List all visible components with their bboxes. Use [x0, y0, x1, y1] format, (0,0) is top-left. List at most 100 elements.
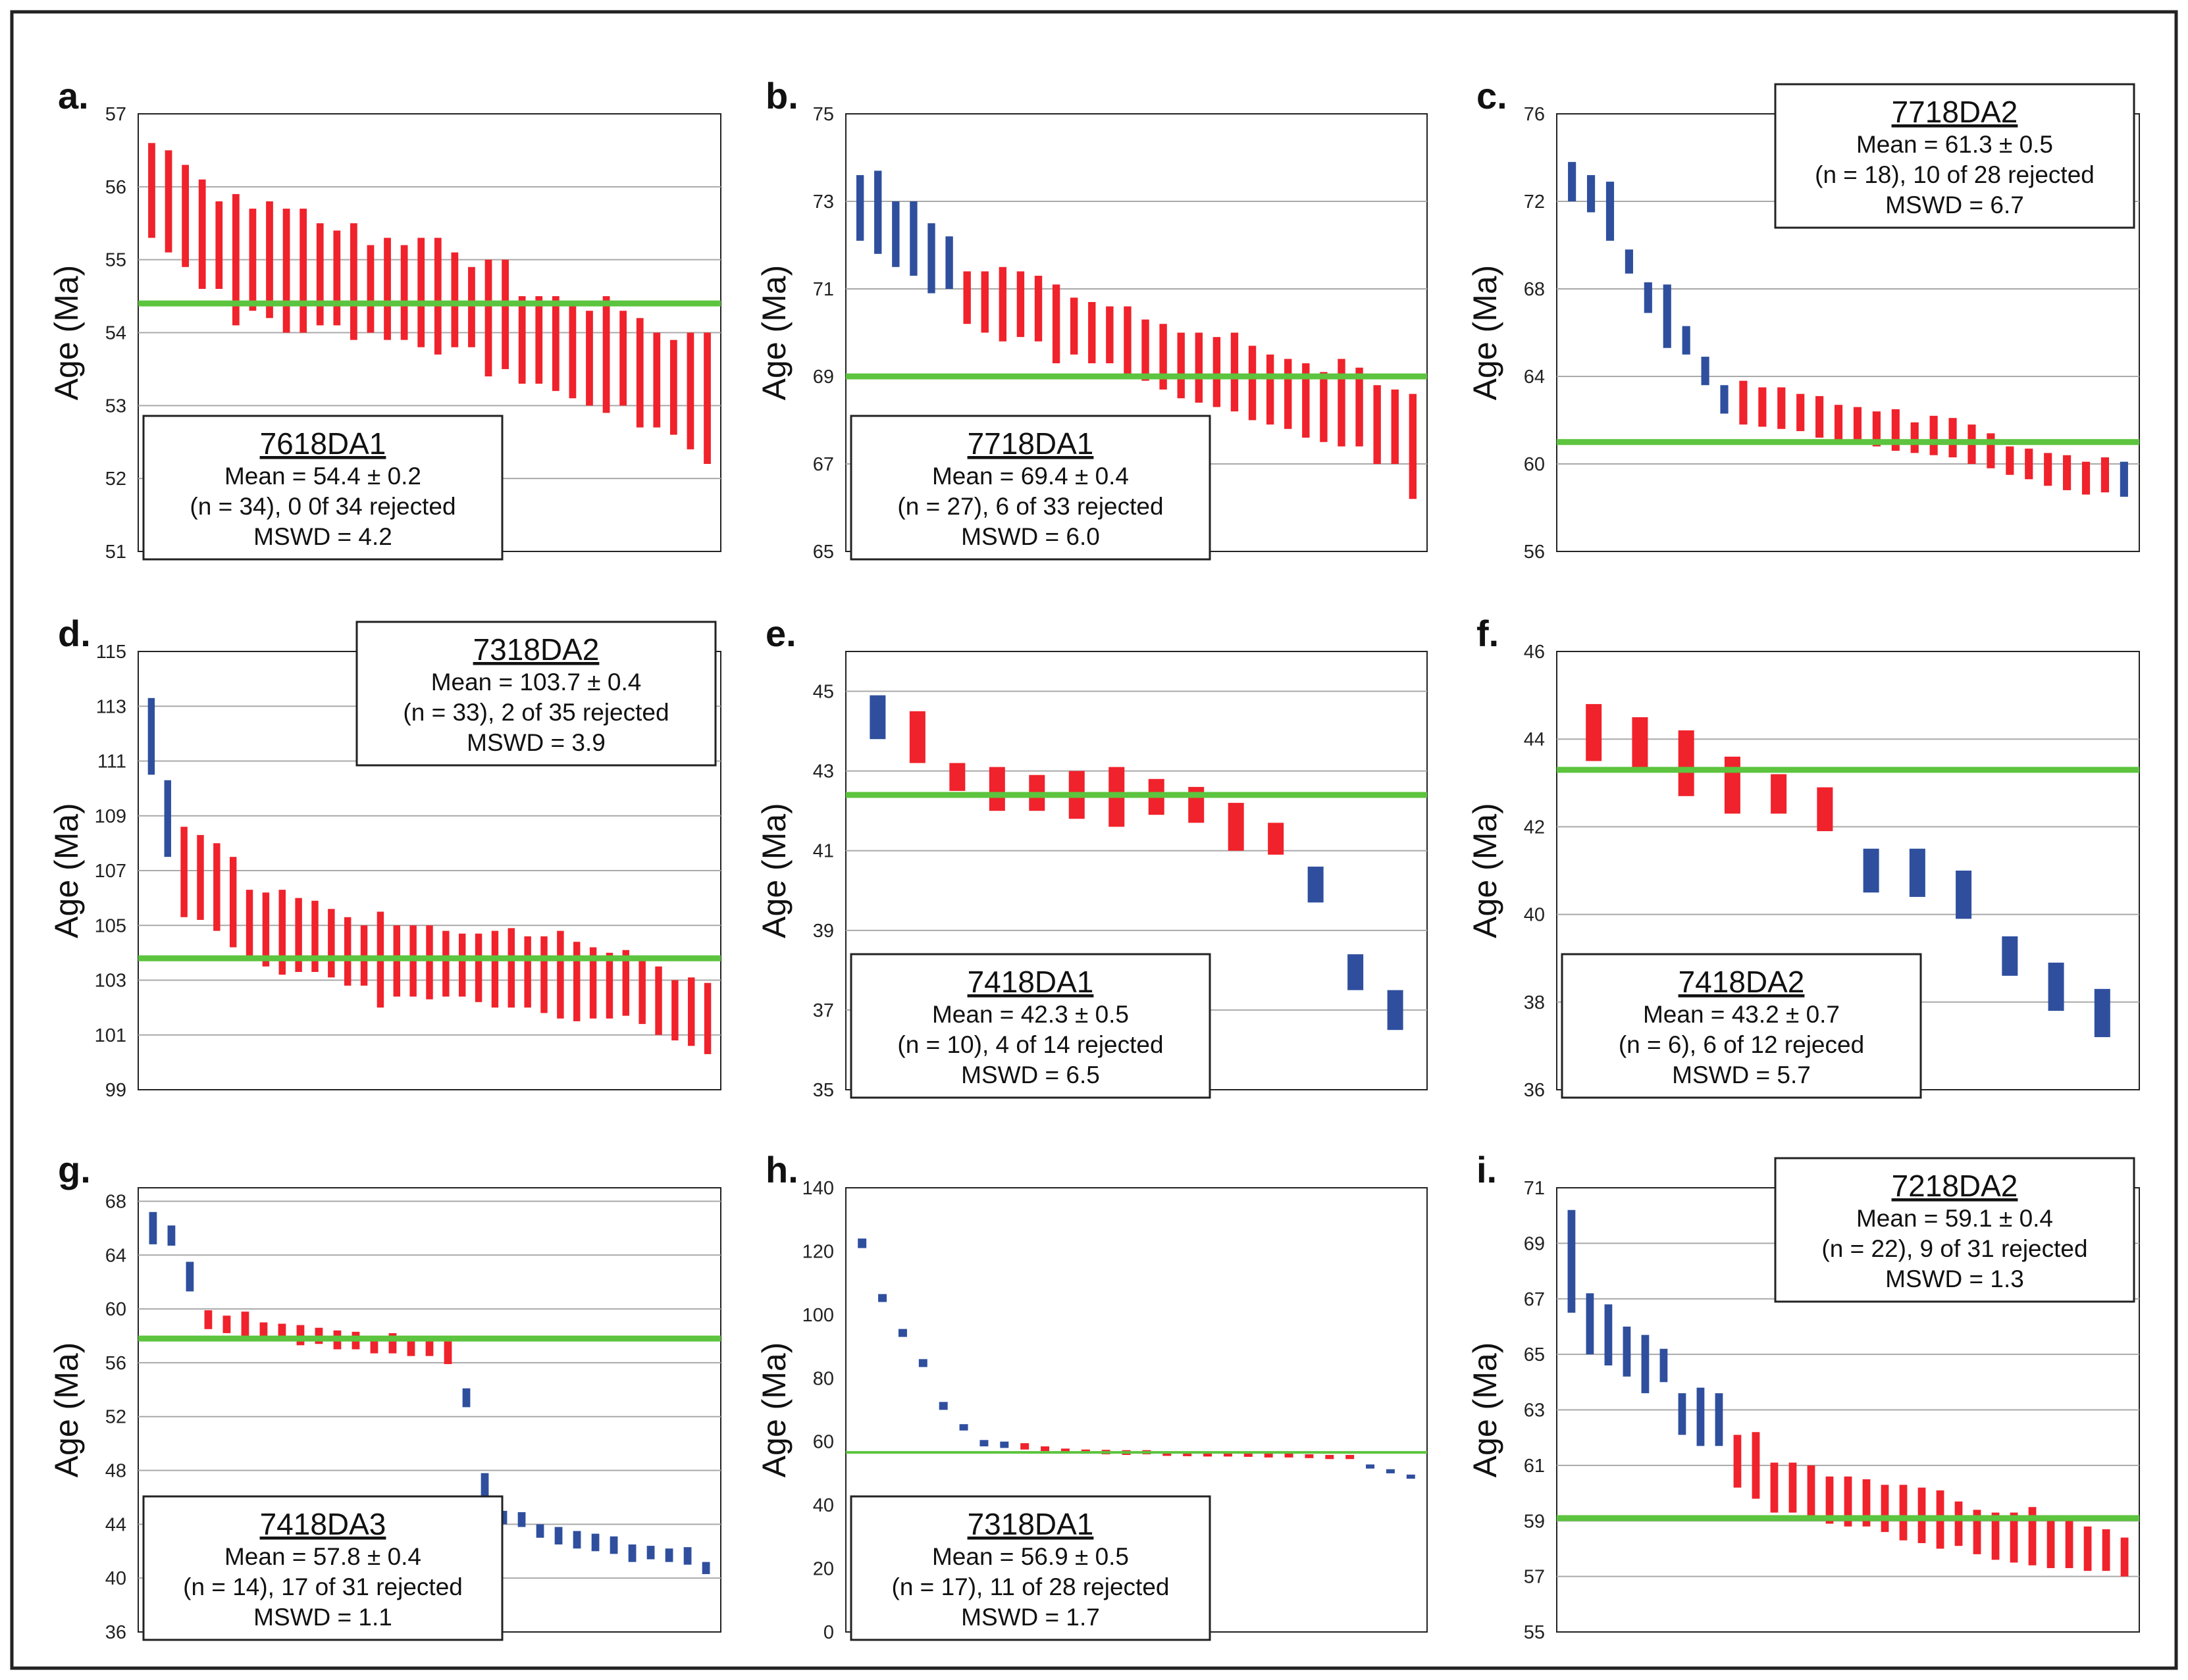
- included-age-bar: [295, 898, 302, 973]
- y-tick-label: 140: [802, 1178, 834, 1199]
- y-tick-label: 64: [105, 1245, 126, 1266]
- rejected-age-bar: [910, 201, 918, 276]
- mswd-text: MSWD = 4.2: [253, 523, 392, 550]
- rejected-age-bar: [646, 1546, 655, 1560]
- included-age-bar: [1041, 1446, 1050, 1452]
- mean-age-text: Mean = 43.2 ± 0.7: [1643, 1001, 1840, 1028]
- included-age-bar: [1264, 1453, 1273, 1458]
- rejected-age-bar: [517, 1512, 526, 1527]
- rejected-age-bar: [1663, 284, 1671, 348]
- included-age-bar: [262, 892, 270, 967]
- panel-letter: d.: [58, 613, 91, 654]
- included-age-bar: [1929, 415, 1938, 455]
- included-age-bar: [1991, 1512, 2000, 1560]
- panel-letter: h.: [766, 1149, 798, 1190]
- included-age-bar: [2120, 1537, 2129, 1577]
- included-age-bar: [2083, 1526, 2092, 1571]
- mean-age-text: Mean = 69.4 ± 0.4: [932, 463, 1129, 490]
- included-age-bar: [619, 311, 627, 406]
- rejected-age-bar: [2002, 936, 2018, 976]
- included-age-bar: [1910, 422, 1919, 453]
- sample-name: 7718DA2: [1892, 95, 2018, 129]
- rejected-age-bar: [1715, 1393, 1723, 1446]
- included-age-bar: [180, 827, 188, 917]
- annotation-box: [1774, 1157, 2135, 1303]
- mswd-text: MSWD = 5.7: [1672, 1061, 1811, 1088]
- included-age-bar: [484, 259, 492, 376]
- included-age-bar: [350, 223, 357, 340]
- rejected-age-bar: [1605, 182, 1615, 241]
- rejected-age-bar: [1678, 1393, 1686, 1435]
- rejected-age-bar: [2048, 962, 2064, 1011]
- y-axis-label: Age (Ma): [48, 1342, 85, 1478]
- y-tick-label: 111: [97, 751, 126, 773]
- included-age-bar: [1373, 385, 1381, 464]
- sample-count-text: (n = 10), 4 of 14 rejected: [897, 1031, 1163, 1058]
- included-age-bar: [296, 1325, 305, 1346]
- annotation-box: [1774, 83, 2135, 229]
- included-age-bar: [1203, 1452, 1212, 1457]
- y-tick-label: 42: [1524, 817, 1545, 838]
- rejected-age-bar: [147, 698, 155, 775]
- y-tick-label: 55: [105, 250, 126, 271]
- included-age-bar: [1807, 1465, 1815, 1519]
- included-age-bar: [1834, 405, 1843, 440]
- annotation-box: [355, 621, 717, 767]
- included-age-bar: [1973, 1510, 1981, 1554]
- rejected-age-bar: [1701, 357, 1709, 386]
- rejected-age-bar: [1956, 871, 1972, 919]
- included-age-bar: [622, 950, 630, 1016]
- rejected-age-bar: [536, 1524, 544, 1538]
- included-age-bar: [204, 1310, 213, 1329]
- rejected-age-bar: [927, 223, 935, 293]
- y-axis-label: Age (Ma): [756, 803, 793, 938]
- mswd-text: MSWD = 1.3: [1885, 1265, 2024, 1292]
- sample-name: 7218DA2: [1892, 1169, 2018, 1203]
- included-age-bar: [384, 238, 391, 340]
- y-tick-label: 0: [823, 1622, 834, 1643]
- rejected-age-bar: [1568, 162, 1576, 201]
- rejected-age-bar: [1366, 1464, 1375, 1469]
- included-age-bar: [1070, 297, 1078, 355]
- included-age-bar: [552, 296, 560, 392]
- mean-age-text: Mean = 103.7 ± 0.4: [431, 669, 642, 696]
- y-tick-label: 76: [1524, 104, 1545, 125]
- y-tick-label: 41: [813, 841, 834, 862]
- included-age-bar: [328, 909, 335, 978]
- rejected-age-bar: [1000, 1441, 1009, 1448]
- included-age-bar: [1777, 387, 1786, 429]
- included-age-bar: [981, 271, 989, 333]
- rejected-age-bar: [167, 1225, 176, 1246]
- annotation-box: [850, 1495, 1211, 1641]
- rejected-age-bar: [2120, 461, 2128, 497]
- y-tick-label: 51: [105, 542, 126, 563]
- y-tick-label: 61: [1524, 1456, 1545, 1477]
- included-age-bar: [2006, 446, 2014, 475]
- y-tick-label: 100: [802, 1305, 834, 1326]
- y-tick-label: 37: [813, 1000, 834, 1021]
- rejected-age-bar: [1863, 848, 1879, 893]
- mswd-text: MSWD = 6.5: [961, 1061, 1100, 1088]
- y-tick-label: 105: [95, 915, 126, 936]
- y-axis-label: Age (Ma): [756, 1342, 793, 1478]
- included-age-bar: [569, 303, 577, 399]
- included-age-bar: [475, 933, 482, 1002]
- rejected-age-bar: [2094, 988, 2110, 1038]
- included-age-bar: [502, 259, 509, 369]
- y-tick-label: 39: [813, 921, 834, 942]
- included-age-bar: [2102, 1529, 2110, 1571]
- y-axis-label: Age (Ma): [48, 803, 85, 938]
- panel-letter: g.: [58, 1149, 91, 1190]
- included-age-bar: [1248, 345, 1257, 420]
- rejected-age-bar: [1386, 1469, 1395, 1473]
- included-age-bar: [999, 267, 1007, 342]
- rejected-age-bar: [898, 1329, 907, 1337]
- y-tick-label: 40: [1524, 905, 1545, 926]
- included-age-bar: [491, 930, 499, 1008]
- included-age-bar: [213, 843, 221, 931]
- panel-i: 55 57 59 61 63 65 67 69 71 Age (Ma) i. 7218DA2Mean …: [1467, 1149, 2140, 1643]
- included-age-bar: [1881, 1485, 1889, 1533]
